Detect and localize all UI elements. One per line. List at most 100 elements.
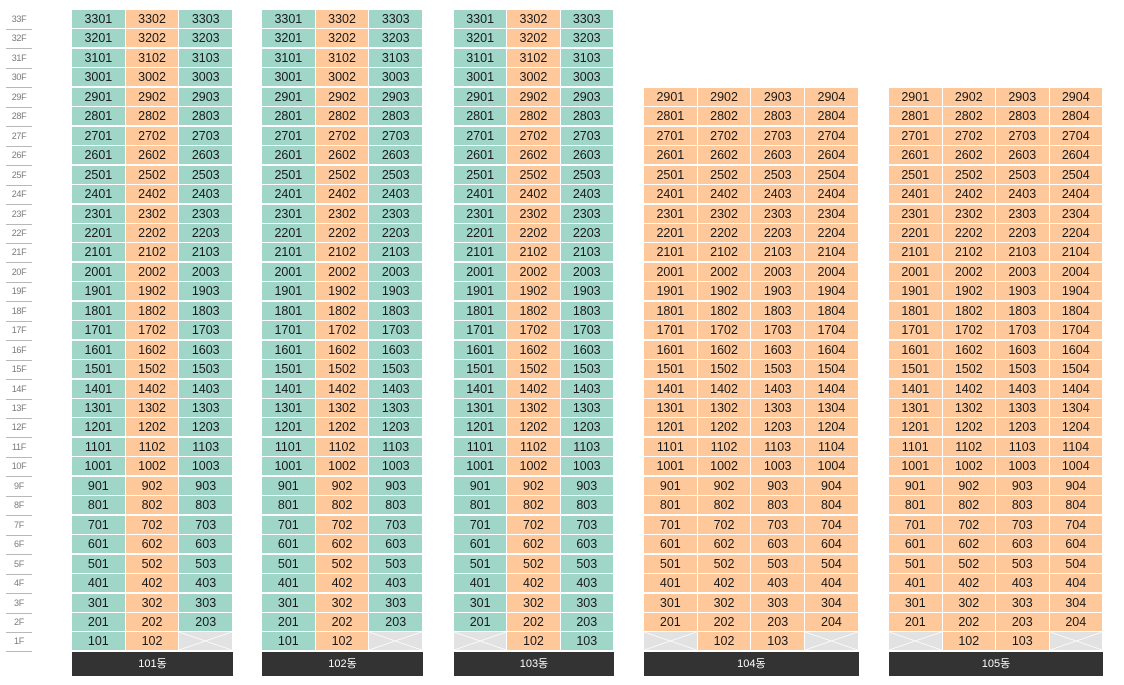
- unit-cell[interactable]: 2101: [262, 243, 316, 263]
- unit-cell[interactable]: 2302: [507, 204, 561, 224]
- unit-cell[interactable]: 902: [125, 476, 180, 496]
- unit-cell[interactable]: 904: [805, 476, 859, 496]
- unit-cell[interactable]: 1701: [72, 321, 126, 341]
- unit-cell[interactable]: 102: [697, 632, 752, 652]
- unit-cell[interactable]: 201: [72, 612, 126, 632]
- unit-cell[interactable]: 3102: [125, 48, 180, 68]
- unit-cell[interactable]: 3003: [179, 68, 234, 88]
- unit-cell[interactable]: 3201: [72, 29, 126, 49]
- unit-cell[interactable]: 1602: [697, 340, 752, 360]
- unit-cell[interactable]: 3103: [179, 48, 234, 68]
- unit-cell[interactable]: 3103: [369, 48, 424, 68]
- unit-cell[interactable]: 2204: [1049, 223, 1103, 243]
- unit-cell[interactable]: 2201: [454, 223, 508, 243]
- unit-cell[interactable]: 503: [179, 554, 234, 574]
- unit-cell[interactable]: 1401: [454, 379, 508, 399]
- unit-cell[interactable]: 1802: [125, 301, 180, 321]
- unit-cell[interactable]: 102: [942, 632, 996, 652]
- unit-cell[interactable]: 1101: [262, 437, 316, 457]
- unit-cell[interactable]: 702: [315, 515, 370, 535]
- unit-cell[interactable]: 1101: [644, 437, 698, 457]
- unit-cell[interactable]: 2102: [315, 243, 370, 263]
- unit-cell[interactable]: 1803: [996, 301, 1050, 321]
- unit-cell[interactable]: 801: [889, 496, 943, 516]
- unit-cell[interactable]: 1102: [315, 437, 370, 457]
- unit-cell[interactable]: 1803: [560, 301, 614, 321]
- unit-cell[interactable]: 1301: [644, 399, 698, 418]
- unit-cell[interactable]: 401: [72, 574, 126, 594]
- unit-cell[interactable]: 903: [751, 476, 806, 496]
- unit-cell[interactable]: 504: [1049, 554, 1103, 574]
- unit-cell[interactable]: 2903: [560, 87, 614, 107]
- unit-cell[interactable]: 302: [942, 593, 996, 613]
- unit-cell[interactable]: 3102: [315, 48, 370, 68]
- unit-cell[interactable]: 2501: [889, 165, 943, 185]
- unit-cell[interactable]: 2402: [697, 185, 752, 205]
- unit-cell[interactable]: 1603: [560, 340, 614, 360]
- unit-cell[interactable]: 2401: [889, 185, 943, 205]
- unit-cell[interactable]: 403: [751, 574, 806, 594]
- unit-cell[interactable]: 2502: [125, 165, 180, 185]
- unit-cell[interactable]: 903: [369, 476, 424, 496]
- unit-cell[interactable]: 301: [72, 593, 126, 613]
- unit-cell[interactable]: 802: [125, 496, 180, 516]
- unit-cell[interactable]: 1103: [751, 437, 806, 457]
- unit-cell[interactable]: 2303: [560, 204, 614, 224]
- unit-cell[interactable]: 2201: [644, 223, 698, 243]
- unit-cell[interactable]: 2202: [507, 223, 561, 243]
- unit-cell[interactable]: 1004: [805, 457, 859, 477]
- unit-cell[interactable]: 2503: [996, 165, 1050, 185]
- unit-cell[interactable]: 404: [1049, 574, 1103, 594]
- unit-cell[interactable]: 1503: [751, 360, 806, 380]
- unit-cell[interactable]: 704: [805, 515, 859, 535]
- unit-cell[interactable]: 1903: [560, 282, 614, 302]
- unit-cell[interactable]: 2303: [751, 204, 806, 224]
- unit-cell[interactable]: 602: [697, 535, 752, 555]
- unit-cell[interactable]: 1801: [454, 301, 508, 321]
- unit-cell[interactable]: 301: [262, 593, 316, 613]
- unit-cell[interactable]: 301: [889, 593, 943, 613]
- unit-cell[interactable]: 1202: [697, 418, 752, 438]
- unit-cell[interactable]: 202: [125, 612, 180, 632]
- unit-cell[interactable]: 603: [996, 535, 1050, 555]
- unit-cell[interactable]: 2801: [644, 107, 698, 127]
- unit-cell[interactable]: 2703: [179, 126, 234, 146]
- unit-cell[interactable]: 1003: [179, 457, 234, 477]
- unit-cell[interactable]: 1601: [454, 340, 508, 360]
- unit-cell[interactable]: 1404: [1049, 379, 1103, 399]
- unit-cell[interactable]: 702: [507, 515, 561, 535]
- unit-cell[interactable]: 1202: [942, 418, 996, 438]
- unit-cell[interactable]: 2903: [369, 87, 424, 107]
- unit-cell[interactable]: 1701: [644, 321, 698, 341]
- unit-cell[interactable]: 1903: [179, 282, 234, 302]
- unit-cell[interactable]: 2403: [369, 185, 424, 205]
- unit-cell[interactable]: 1402: [125, 379, 180, 399]
- unit-cell[interactable]: 2503: [179, 165, 234, 185]
- unit-cell[interactable]: 1504: [805, 360, 859, 380]
- unit-cell[interactable]: 1902: [507, 282, 561, 302]
- unit-cell[interactable]: 1803: [179, 301, 234, 321]
- unit-cell[interactable]: 3101: [454, 48, 508, 68]
- unit-cell[interactable]: 2601: [72, 146, 126, 166]
- unit-cell[interactable]: 2702: [507, 126, 561, 146]
- unit-cell[interactable]: 3102: [507, 48, 561, 68]
- unit-cell[interactable]: 403: [996, 574, 1050, 594]
- unit-cell[interactable]: 2203: [996, 223, 1050, 243]
- unit-cell[interactable]: 304: [1049, 593, 1103, 613]
- unit-cell[interactable]: 2202: [125, 223, 180, 243]
- unit-cell[interactable]: 2604: [1049, 146, 1103, 166]
- unit-cell[interactable]: 704: [1049, 515, 1103, 535]
- unit-cell[interactable]: 403: [560, 574, 614, 594]
- unit-cell[interactable]: 1101: [454, 437, 508, 457]
- unit-cell[interactable]: 2901: [889, 87, 943, 107]
- unit-cell[interactable]: 1502: [315, 360, 370, 380]
- unit-cell[interactable]: 2203: [751, 223, 806, 243]
- unit-cell[interactable]: 601: [72, 535, 126, 555]
- unit-cell[interactable]: 1102: [942, 437, 996, 457]
- unit-cell[interactable]: 1703: [369, 321, 424, 341]
- unit-cell[interactable]: 1402: [315, 379, 370, 399]
- unit-cell[interactable]: 103: [996, 632, 1050, 652]
- unit-cell[interactable]: 2201: [72, 223, 126, 243]
- unit-cell[interactable]: 1201: [72, 418, 126, 438]
- unit-cell[interactable]: 2901: [72, 87, 126, 107]
